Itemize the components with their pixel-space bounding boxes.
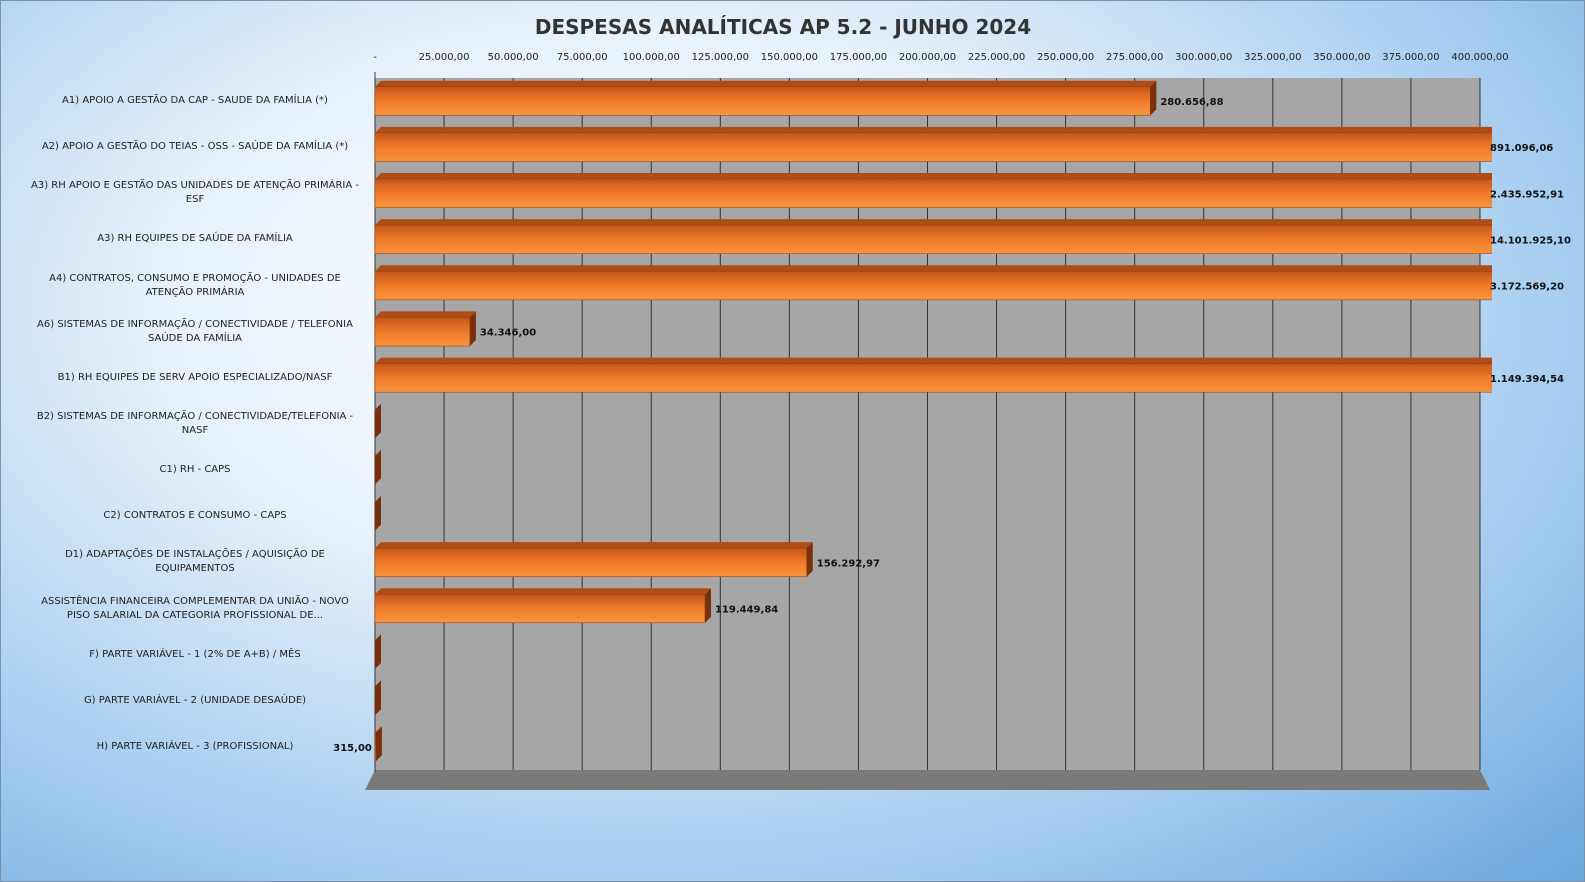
x-tick-label: 150.000,00 bbox=[761, 52, 818, 63]
y-tick-label: A3) RH EQUIPES DE SAÚDE DA FAMÍLIA bbox=[97, 233, 293, 245]
y-tick-label: B1) RH EQUIPES DE SERV APOIO ESPECIALIZA… bbox=[57, 371, 333, 383]
bar-top bbox=[375, 265, 1492, 272]
value-label: 14.101.925,10 bbox=[1490, 235, 1571, 246]
y-tick-label: G) PARTE VARIÁVEL - 2 (UNIDADE DESAÚDE) bbox=[83, 694, 307, 706]
x-tick-label: 350.000,00 bbox=[1313, 52, 1370, 63]
value-label: 2.435.952,91 bbox=[1490, 189, 1564, 200]
x-tick-label: 375.000,00 bbox=[1382, 52, 1439, 63]
y-tick-label: C1) RH - CAPS bbox=[159, 464, 231, 476]
value-label: 280.656,88 bbox=[1160, 97, 1223, 108]
bar-top bbox=[375, 726, 382, 733]
y-tick-label: A2) APOIO A GESTÃO DO TEIAS - OSS - SAÚD… bbox=[41, 141, 349, 153]
bar bbox=[374, 732, 377, 762]
value-label: 156.292,97 bbox=[817, 558, 880, 569]
x-tick-label: 250.000,00 bbox=[1037, 52, 1094, 63]
y-tick-label: A6) SISTEMAS DE INFORMAÇÃO / CONECTIVIDA… bbox=[37, 318, 353, 344]
value-label: 3.172.569,20 bbox=[1490, 282, 1564, 293]
x-tick-label: 200.000,00 bbox=[899, 52, 956, 63]
bar-end bbox=[704, 588, 711, 623]
bar-end bbox=[375, 726, 382, 762]
y-tick-label: H) PARTE VARIÁVEL - 3 (PROFISSIONAL) bbox=[96, 740, 294, 752]
value-label: 34.346,00 bbox=[480, 328, 536, 339]
plot-floor bbox=[365, 770, 1490, 790]
bars bbox=[374, 80, 1492, 762]
bar bbox=[374, 363, 1492, 393]
x-tick-label: 75.000,00 bbox=[557, 52, 608, 63]
bar bbox=[374, 271, 1492, 301]
x-tick-label: 275.000,00 bbox=[1106, 52, 1163, 63]
y-tick-label: A4) CONTRATOS, CONSUMO E PROMOÇÃO - UNID… bbox=[49, 272, 341, 298]
x-tick-label: 175.000,00 bbox=[830, 52, 887, 63]
x-tick-label: 25.000,00 bbox=[419, 52, 470, 63]
y-tick-label: F) PARTE VARIÁVEL - 1 (2% DE A+B) / MÊS bbox=[89, 648, 301, 660]
bar-end bbox=[375, 449, 381, 485]
y-tick-label: D1) ADAPTAÇÕES DE INSTALAÇÕES / AQUISIÇÃ… bbox=[65, 549, 325, 575]
y-tick-label: B2) SISTEMAS DE INFORMAÇÃO / CONECTIVIDA… bbox=[36, 411, 354, 436]
x-tick-label: 225.000,00 bbox=[968, 52, 1025, 63]
x-tick-label: 325.000,00 bbox=[1244, 52, 1301, 63]
x-tick-label: 125.000,00 bbox=[692, 52, 749, 63]
value-label: 119.449,84 bbox=[715, 605, 778, 616]
y-tick-label: A1) APOIO A GESTÃO DA CAP - SAUDE DA FAM… bbox=[62, 95, 328, 107]
bar bbox=[374, 547, 808, 577]
bar-top bbox=[375, 173, 1492, 180]
bar-end bbox=[375, 403, 381, 439]
x-tick-label: 300.000,00 bbox=[1175, 52, 1232, 63]
bar-top bbox=[375, 357, 1492, 364]
value-label: 891.096,06 bbox=[1490, 143, 1553, 154]
bar-end bbox=[375, 495, 381, 531]
x-tick-label: 100.000,00 bbox=[623, 52, 680, 63]
chart-title: DESPESAS ANALÍTICAS AP 5.2 - JUNHO 2024 bbox=[535, 15, 1031, 39]
x-tick-label: 50.000,00 bbox=[488, 52, 539, 63]
value-label: 315,00 bbox=[333, 743, 372, 754]
bar-top bbox=[375, 80, 1157, 87]
bar-top bbox=[375, 219, 1492, 226]
bar-end bbox=[375, 634, 381, 669]
y-tick-label: A3) RH APOIO E GESTÃO DAS UNIDADES DE AT… bbox=[31, 180, 359, 206]
bar-end bbox=[806, 542, 813, 577]
bar-end bbox=[1150, 80, 1157, 116]
bar bbox=[374, 132, 1492, 162]
bar-end bbox=[375, 680, 381, 716]
bar-top bbox=[375, 542, 813, 549]
bar bbox=[374, 224, 1492, 255]
bar bbox=[374, 593, 706, 624]
bar-top bbox=[375, 126, 1492, 133]
bar bbox=[374, 317, 471, 347]
x-tick-label: - bbox=[373, 52, 377, 63]
y-tick-label: ASSISTÊNCIA FINANCEIRA COMPLEMENTAR DA U… bbox=[41, 595, 349, 621]
bar bbox=[374, 178, 1492, 208]
bar bbox=[374, 86, 1151, 116]
y-tick-label: C2) CONTRATOS E CONSUMO - CAPS bbox=[103, 510, 287, 522]
value-labels: 280.656,88 891.096,06 2.435.952,91 14.101.9… bbox=[333, 97, 1571, 754]
value-label: 1.149.394,54 bbox=[1490, 374, 1564, 385]
bar-end bbox=[469, 311, 476, 347]
bar-top bbox=[375, 588, 711, 595]
bar-top bbox=[375, 311, 476, 318]
x-tick-label: 400.000,00 bbox=[1451, 52, 1508, 63]
